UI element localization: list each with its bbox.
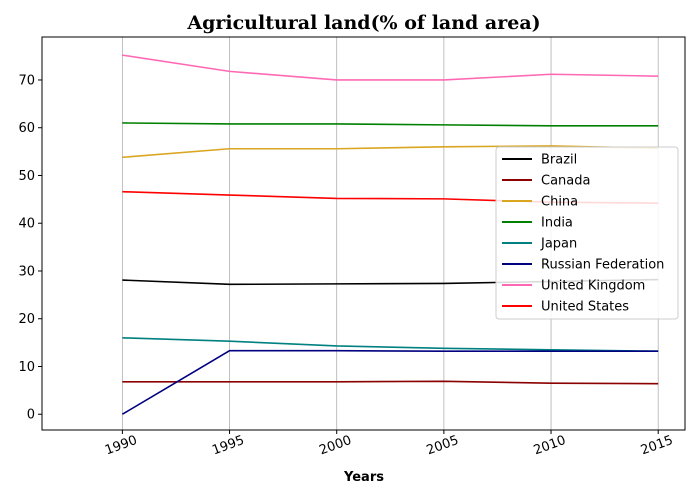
legend-label: China [541, 195, 578, 210]
x-tick-label: 2000 [317, 433, 353, 458]
legend-label: India [541, 216, 573, 231]
legend-item-canada[interactable]: Canada [502, 174, 590, 189]
y-tick-label: 0 [27, 408, 35, 423]
legend-label: Russian Federation [541, 258, 664, 273]
series-line-canada [122, 380, 659, 385]
x-axis: 1990 1995 2000 2005 2010 2015 [103, 430, 675, 458]
legend-label: Canada [541, 174, 590, 189]
legend-item-united-kingdom[interactable]: United Kingdom [502, 279, 645, 294]
legend-label: Japan [540, 237, 577, 252]
y-tick-label: 40 [18, 217, 35, 232]
legend-item-india[interactable]: India [502, 216, 573, 231]
x-tick-label: 2015 [639, 433, 675, 458]
legend-item-china[interactable]: China [502, 195, 578, 210]
series-line-japan [122, 337, 659, 353]
y-tick-label: 70 [18, 73, 35, 88]
x-tick-label: 1990 [103, 433, 139, 458]
x-axis-label: Years [343, 470, 384, 485]
x-tick-label: 1995 [210, 433, 246, 458]
legend-item-russian-federation[interactable]: Russian Federation [502, 258, 664, 273]
series-line-china [122, 145, 659, 159]
series-line-russian-federation [121, 349, 659, 415]
legend-label: Brazil [541, 153, 577, 168]
y-tick-label: 30 [18, 264, 35, 279]
legend-box [495, 146, 679, 320]
y-tick-label: 20 [18, 312, 35, 327]
y-axis: 0 10 20 30 40 50 60 70 [18, 73, 42, 423]
y-tick-label: 50 [18, 169, 35, 184]
series-line-india [122, 122, 659, 127]
legend-item-japan[interactable]: Japan [502, 237, 577, 252]
legend-label: United Kingdom [541, 279, 645, 294]
series-line-united-kingdom [122, 54, 659, 81]
legend[interactable]: Brazil Canada China India Japan Russian Feder… [495, 146, 679, 320]
legend-item-united-states[interactable]: United States [502, 300, 629, 315]
legend-item-brazil[interactable]: Brazil [502, 153, 577, 168]
plot-area-frame [41, 36, 686, 431]
legend-label: United States [541, 300, 629, 315]
x-tick-label: 2005 [425, 433, 461, 458]
x-tick-label: 2010 [532, 433, 568, 458]
y-tick-label: 60 [18, 121, 35, 136]
y-tick-label: 10 [18, 360, 35, 375]
chart-title: Agricultural land(% of land area) [186, 12, 540, 34]
